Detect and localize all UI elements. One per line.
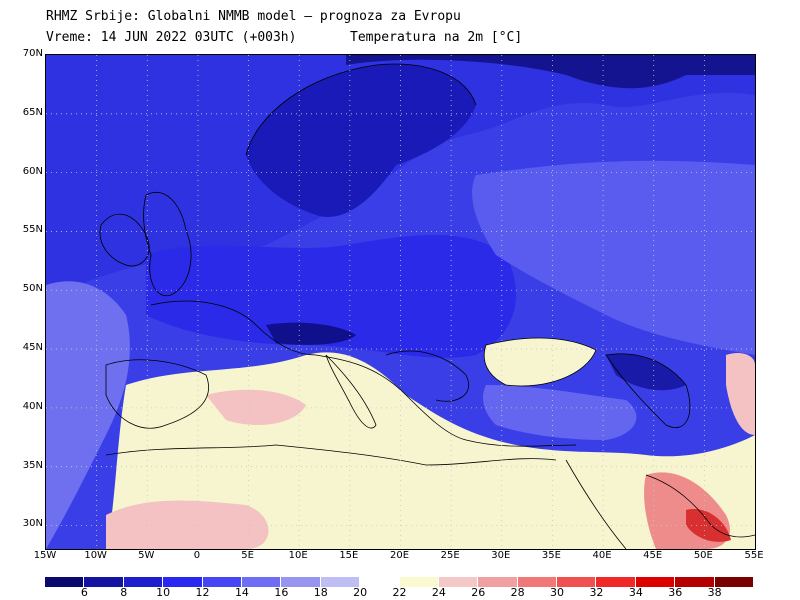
algeria-pink — [206, 389, 306, 425]
colorbar-swatch — [320, 577, 360, 587]
central-europe-blue — [146, 235, 516, 358]
latitude-label: 60N — [22, 165, 43, 177]
sahara-pink — [106, 500, 269, 549]
cold-region-north — [46, 55, 755, 295]
colorbar-label: 32 — [589, 586, 604, 599]
colorbar-label: 18 — [313, 586, 328, 599]
latitude-label: 40N — [22, 400, 43, 412]
iran-pink — [726, 353, 755, 435]
longitude-label: 25E — [440, 550, 460, 561]
longitude-label: 50E — [693, 550, 713, 561]
longitude-label: 40E — [592, 550, 612, 561]
colorbar-label: 22 — [392, 586, 407, 599]
colorbar-label: 8 — [120, 586, 128, 599]
map-canvas — [46, 55, 755, 549]
longitude-label: 5W — [138, 550, 155, 561]
gulf-hot — [686, 509, 731, 542]
latitude-label: 30N — [22, 518, 43, 530]
colorbar-swatch — [517, 577, 557, 587]
colorbar-swatch — [596, 577, 635, 587]
latitude-label: 35N — [22, 459, 43, 471]
longitude-label: 5E — [241, 550, 254, 561]
colorbar-label: 6 — [80, 586, 88, 599]
coastlines — [99, 63, 755, 549]
colorbar-label: 24 — [431, 586, 446, 599]
longitude-label: 20E — [389, 550, 410, 561]
eastern-light-blue — [472, 160, 755, 355]
longitude-label: 10E — [288, 550, 308, 561]
longitude-label: 15E — [339, 550, 359, 561]
colorbar-label: 20 — [353, 586, 368, 599]
northern-coast-cold — [346, 55, 755, 89]
scandinavia-cold — [246, 64, 476, 217]
latitude-label: 45N — [22, 342, 43, 354]
colorbar-swatch — [557, 577, 596, 587]
colorbar-swatch — [360, 577, 399, 587]
colorbar-label: 14 — [234, 586, 249, 599]
latitude-label: 55N — [22, 224, 43, 236]
longitude-label: 15W — [33, 550, 57, 561]
colorbar-swatch — [635, 577, 675, 587]
graticule — [46, 55, 755, 549]
colorbar-swatch — [163, 577, 202, 587]
caspian-cold — [606, 353, 686, 391]
latitude-label: 50N — [22, 283, 43, 295]
colorbar-swatch — [438, 577, 478, 587]
colorbar-label: 38 — [707, 586, 722, 599]
map-title: RHMZ Srbije: Globalni NMMB model — progn… — [46, 9, 461, 24]
colorbar-swatch — [45, 577, 84, 587]
colorbar-swatch — [478, 577, 517, 587]
colorbar-swatch — [714, 577, 753, 587]
colorbar-swatch — [241, 577, 281, 587]
colorbar-swatch — [202, 577, 241, 587]
longitude-label: 45E — [643, 550, 663, 561]
colorbar-label: 10 — [156, 586, 171, 599]
alps-cold — [266, 322, 356, 345]
temperature-map — [45, 54, 756, 550]
longitude-label: 30E — [491, 550, 511, 561]
colorbar-label: 34 — [628, 586, 643, 599]
colorbar-label: 30 — [550, 586, 565, 599]
colorbar-label: 36 — [668, 586, 683, 599]
longitude-label: 10W — [84, 550, 107, 561]
variable-name: Temperatura na 2m [°C] — [350, 30, 523, 45]
forecast-time: Vreme: 14 JUN 2022 03UTC (+003h) — [46, 30, 297, 45]
colorbar-label: 28 — [510, 586, 525, 599]
colorbar-swatch — [281, 577, 320, 587]
colorbar-swatch — [399, 577, 438, 587]
colorbar-swatch — [84, 577, 123, 587]
longitude-label: 0 — [193, 550, 201, 561]
ocean-west-light — [46, 281, 130, 549]
latitude-label: 65N — [22, 106, 43, 118]
latitude-label: 70N — [22, 48, 43, 59]
anatolia-blue — [483, 385, 637, 440]
colorbar-label: 26 — [471, 586, 486, 599]
colorbar-label: 16 — [274, 586, 289, 599]
colorbar-label: 12 — [195, 586, 210, 599]
colorbar — [45, 577, 754, 589]
longitude-label: 55E — [744, 550, 764, 561]
black-sea-warm — [484, 338, 596, 386]
colorbar-swatch — [675, 577, 714, 587]
colorbar-swatch — [123, 577, 163, 587]
longitude-label: 35E — [541, 550, 561, 561]
